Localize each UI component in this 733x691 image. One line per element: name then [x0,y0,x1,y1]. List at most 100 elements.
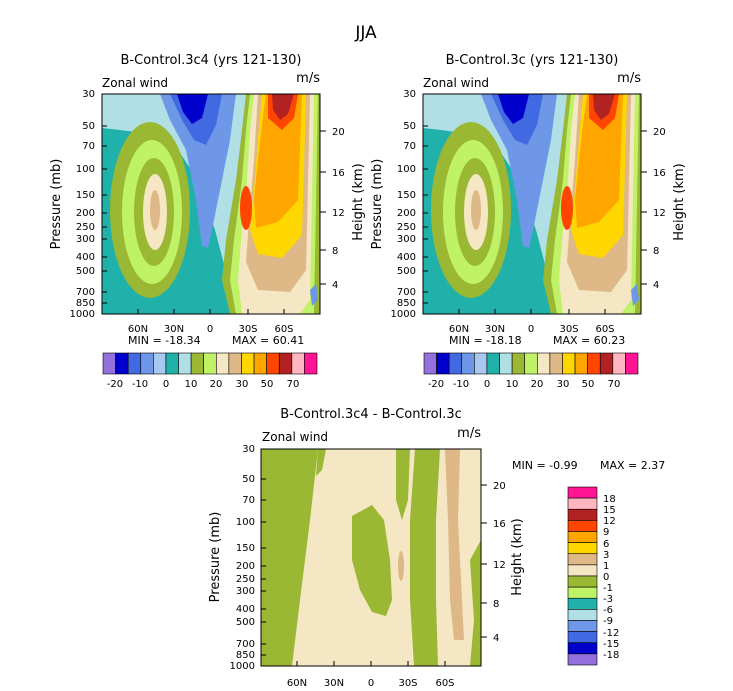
panel-1-y-axis-label: Pressure (mb) [49,159,64,250]
panel-1-y-tick-200: 200 [76,208,95,219]
panel-2-band-firebrick-top [593,94,615,120]
panel-2-band-periwinkle-surface [631,284,639,306]
diff-band-tan-spot [398,551,404,581]
diff-colorbar-swatch-4 [567,531,598,543]
diff-colorbar-label-10: -6 [603,605,613,616]
panel-1-x-tick-30n: 30N [164,324,184,335]
panel-2-colorbar-label-0: -20 [428,379,444,390]
panel-1-right-axis-label: Height (km) [351,163,366,240]
diff-height-tick-4: 4 [493,633,499,644]
diff-y-tick-1000: 1000 [230,661,255,672]
panel-1-colorbar-label-0: -20 [107,379,123,390]
diff-right-axis-label: Height (km) [510,518,525,595]
panel-2-max-label: MAX = 60.23 [553,334,625,347]
diff-y-tick-50: 50 [242,474,255,485]
panel-2-y-tick-400: 400 [397,252,416,263]
panel-1-colorbar-swatch-11 [241,352,255,375]
panel-2-band-orange-sh [575,94,623,228]
panel-2-colorbar-swatch-2 [448,352,463,375]
panel-1-max-label: MAX = 60.41 [232,334,304,347]
panel-1-x-ticks: 60N 30N 0 30S 60S [128,309,294,335]
panel-1-colorbar-labels: -20 -10 0 10 20 30 50 70 [107,379,300,390]
panel-1-colorbar-swatch-3 [140,352,154,375]
panel-1-y-tick-50: 50 [82,121,95,132]
diff-right-ticks: 20 16 12 8 4 [481,481,506,644]
diff-colorbar-label-2: 12 [603,516,616,527]
panel-1-height-tick-16: 16 [332,168,345,179]
panel-1-y-tick-100: 100 [76,164,95,175]
panel-1-colorbar-swatch-7 [190,352,205,375]
panel-2-colorbar-label-5: 30 [557,379,570,390]
diff-units: m/s [457,426,481,441]
panel-2-y-tick-30: 30 [403,89,416,100]
panel-1-band-navy [177,94,208,124]
panel-1-y-tick-70: 70 [82,141,95,152]
diff-colorbar-label-11: -9 [603,616,613,627]
panel-1-y-ticks: 30 50 70 100 150 200 250 300 400 500 700… [70,89,107,320]
panel-2-colorbar-swatch-1 [436,352,450,375]
panel-1-colorbar: -20 -10 0 10 20 30 50 70 [102,352,318,390]
panel-2-field-label: Zonal wind [423,76,489,90]
panel-1-units: m/s [296,71,320,86]
diff-height-tick-8: 8 [493,599,499,610]
panel-1-colorbar-swatch-1 [115,352,129,375]
panel-1-colorbar-swatch-15 [291,352,305,375]
diff-colorbar-swatch-12 [567,620,598,632]
diff-height-tick-12: 12 [493,560,506,571]
diff-band-olive-upper [396,449,410,520]
panel-1-band-periwinkle-surface [310,284,318,306]
panel-1-colorbar-label-3: 10 [185,379,198,390]
panel-1-colorbar-swatch-16 [304,352,318,375]
panel-2-y-ticks: 30 50 70 100 150 200 250 300 400 500 700… [391,89,428,320]
diff-max-label: MAX = 2.37 [600,459,665,472]
panel-1-colorbar-label-1: -10 [132,379,148,390]
diff-y-tick-30: 30 [242,444,255,455]
diff-title: B-Control.3c4 - B-Control.3c [280,407,462,422]
panel-2-y-tick-1000: 1000 [391,309,416,320]
diff-colorbar-label-0: 18 [603,494,616,505]
panel-2-colorbar-swatch-6 [499,352,513,375]
panel-2-colorbar-swatch-7 [511,352,526,375]
figure-title: JJA [354,23,377,43]
panel-2-colorbar-swatch-0 [423,352,437,375]
panel-1-height-tick-8: 8 [332,246,338,257]
panel-2-y-tick-250: 250 [397,222,416,233]
panel-1-band-orange-sh [254,94,302,228]
panel-2-colorbar-swatch-14 [599,352,614,375]
panel-2-y-tick-50: 50 [403,121,416,132]
diff-colorbar-swatch-9 [567,586,598,599]
diff-colorbar-swatch-8 [567,575,598,588]
panel-2-colorbar-label-4: 20 [531,379,544,390]
panel-1-colorbar-label-5: 30 [236,379,249,390]
panel-2-right-ticks: 20 16 12 8 4 [641,127,666,291]
panel-2-colorbar: -20 -10 0 10 20 30 50 70 [423,352,639,390]
diff-field-label: Zonal wind [262,430,328,444]
panel-1-x-tick-eq: 0 [207,324,213,335]
diff-colorbar-swatch-5 [567,542,598,555]
diff-colorbar: 18 15 12 9 6 3 1 0 -1 -3 -6 -9 -12 -15 -… [567,486,619,666]
diff-height-tick-20: 20 [493,481,506,492]
panel-2-band-redorange-jet [561,186,573,230]
panel-1-height-tick-20: 20 [332,127,345,138]
diff-colorbar-swatch-15 [567,653,598,666]
panel-1-y-tick-850: 850 [76,298,95,309]
panel-2-band-tan-nh [471,190,481,230]
diff-y-ticks: 30 50 70 100 150 200 250 300 400 500 700… [230,444,266,672]
diff-y-tick-70: 70 [242,495,255,506]
panel-1-colorbar-swatch-2 [127,352,142,375]
diff-y-tick-500: 500 [236,617,255,628]
panel-1-band-periwinkle [160,94,236,248]
diff-band-olive-topspot [316,449,326,476]
panel-2-x-ticks: 60N 30N 0 30S 60S [449,309,615,335]
panel-1-x-tick-60s: 60S [274,324,293,335]
panel-2-y-tick-700: 700 [397,287,416,298]
panel-2-colorbar-swatch-4 [474,352,488,375]
diff-colorbar-swatch-3 [567,520,598,532]
panel-1-min-label: MIN = -18.34 [128,334,201,347]
panel-2-colorbar-swatch-10 [549,352,563,375]
panel-1-colorbar-swatch-8 [203,352,217,375]
diff-y-tick-200: 200 [236,561,255,572]
diff-panel: B-Control.3c4 - B-Control.3c Zonal wind … [208,407,665,689]
panel-2-colorbar-label-3: 10 [506,379,519,390]
